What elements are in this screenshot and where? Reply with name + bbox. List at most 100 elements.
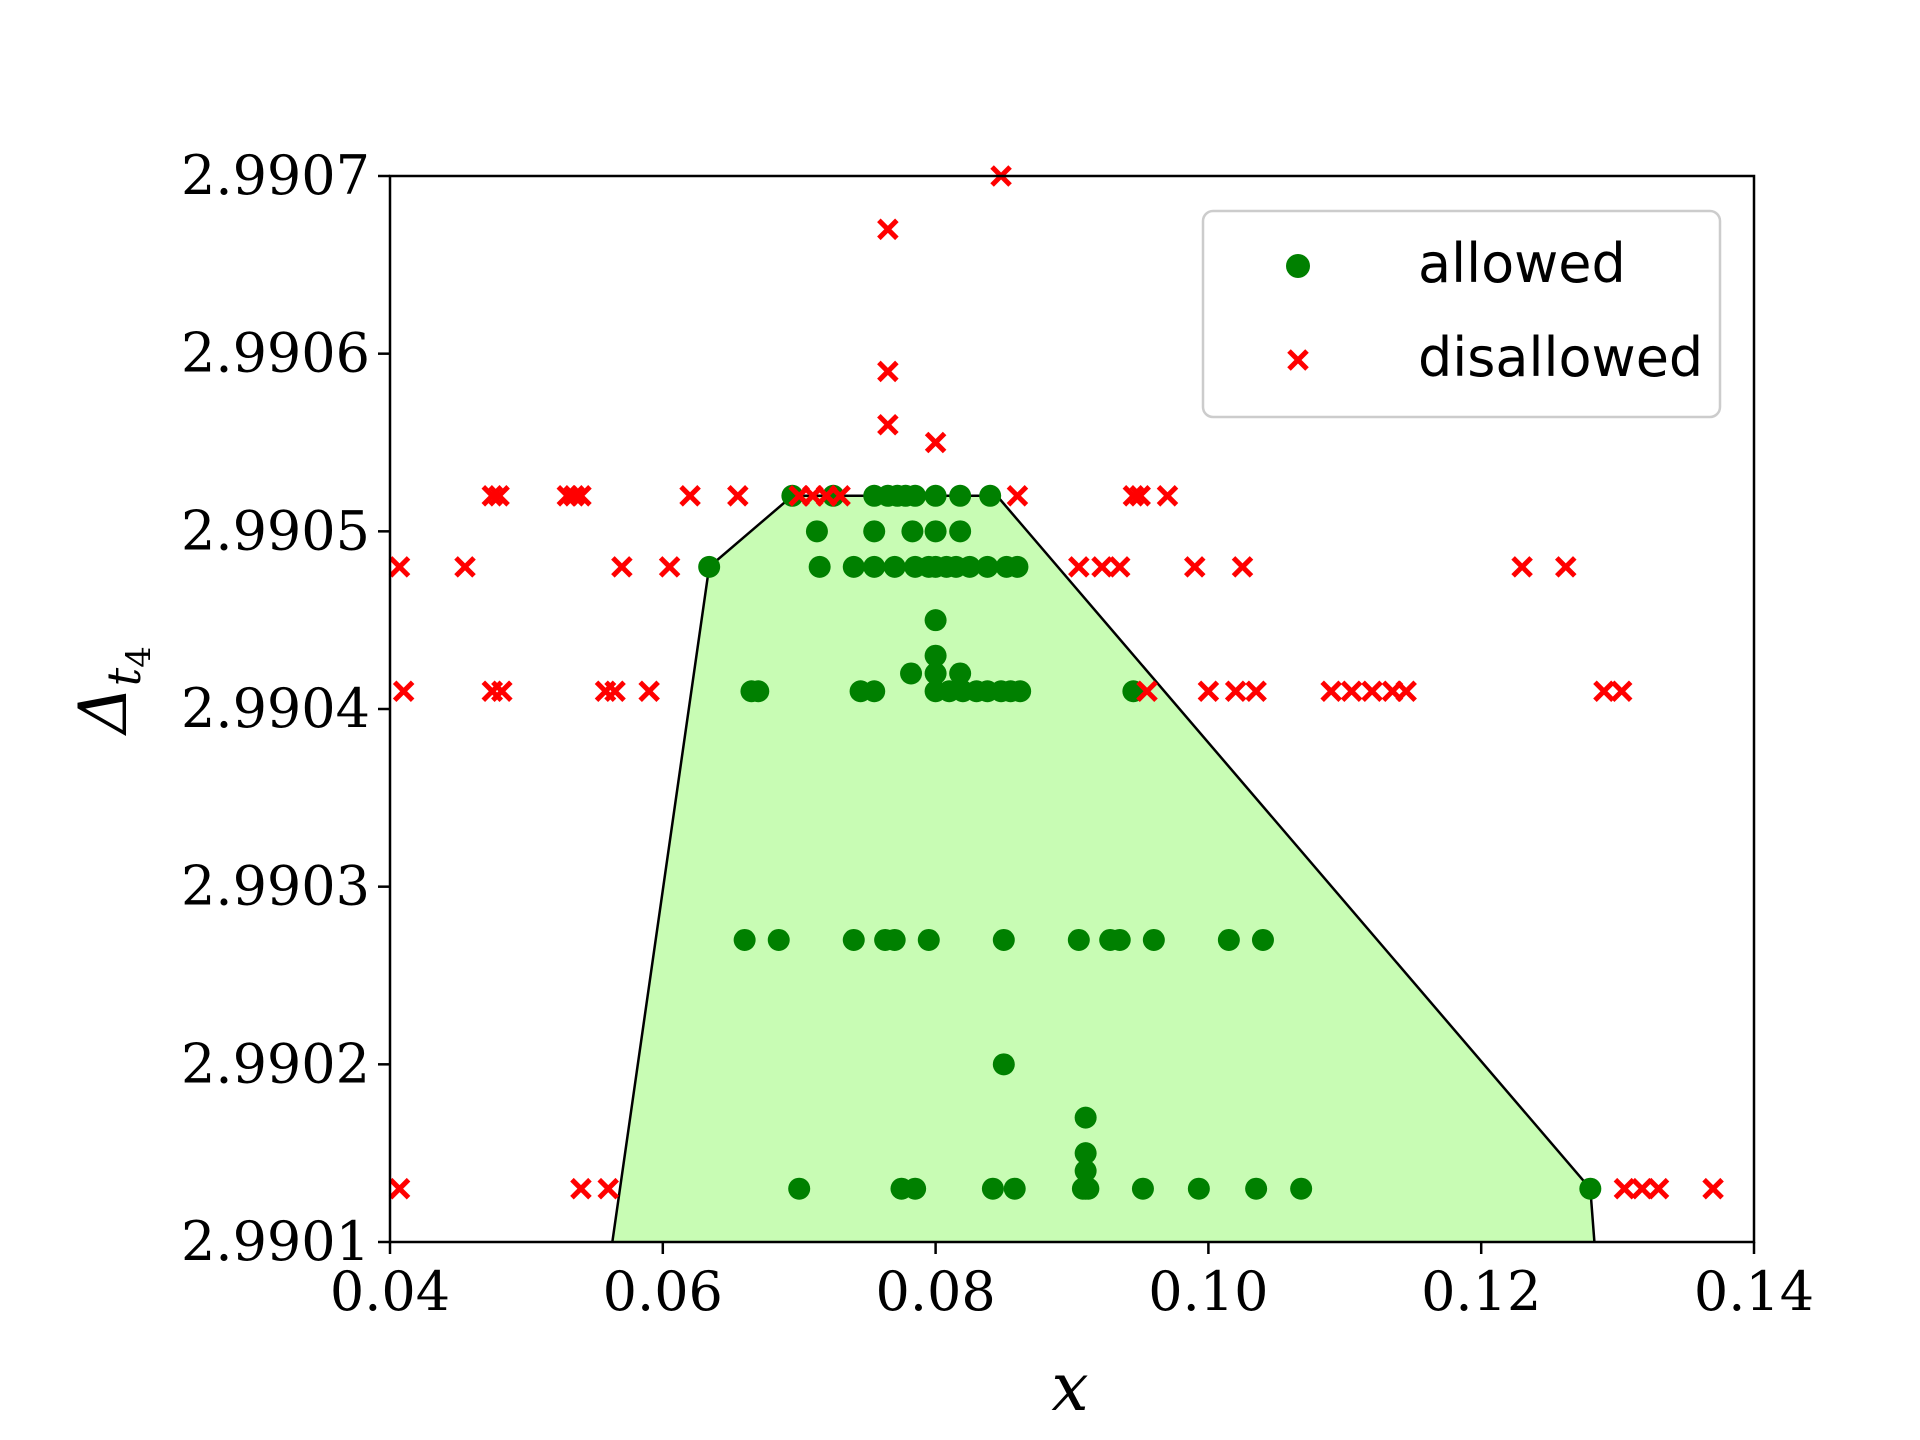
x-tick-label-2: 0.08 (875, 1260, 995, 1323)
point-disallowed-45 (1395, 680, 1417, 703)
point-disallowed-30 (1555, 556, 1577, 578)
point-allowed-49 (842, 928, 865, 951)
point-disallowed-42 (1340, 680, 1363, 703)
point-disallowed-43 (1361, 680, 1383, 703)
point-allowed-53 (992, 928, 1015, 951)
data-points (388, 165, 1724, 1200)
x-tick-label-5: 0.14 (1694, 1260, 1814, 1323)
point-allowed-8 (924, 484, 947, 507)
point-disallowed-35 (604, 680, 626, 703)
point-allowed-30 (924, 644, 947, 667)
point-allowed-16 (808, 555, 831, 578)
point-allowed-67 (904, 1177, 927, 1200)
point-disallowed-5 (481, 485, 504, 507)
point-allowed-32 (900, 662, 923, 685)
point-disallowed-4 (924, 431, 947, 454)
point-disallowed-29 (1511, 556, 1533, 578)
y-axis-label-sub: t (97, 667, 151, 686)
point-allowed-65 (788, 1177, 811, 1200)
point-allowed-59 (1251, 928, 1274, 951)
point-disallowed-37 (1136, 680, 1158, 703)
point-disallowed-52 (1631, 1177, 1653, 1200)
point-disallowed-22 (611, 556, 633, 578)
point-disallowed-33 (491, 680, 513, 703)
point-disallowed-48 (388, 1177, 411, 1200)
point-disallowed-16 (1006, 485, 1029, 507)
point-allowed-60 (992, 1053, 1015, 1076)
svg-text:Δt4: Δt4 (65, 646, 159, 737)
point-allowed-73 (1187, 1177, 1210, 1200)
point-disallowed-31 (392, 680, 415, 703)
point-allowed-28 (1006, 555, 1029, 578)
point-disallowed-26 (1108, 556, 1131, 578)
point-allowed-56 (1108, 928, 1131, 951)
point-allowed-9 (949, 484, 972, 507)
point-allowed-48 (767, 928, 790, 951)
point-disallowed-23 (658, 556, 681, 578)
point-allowed-63 (1074, 1159, 1097, 1182)
point-disallowed-46 (1593, 680, 1615, 703)
point-allowed-15 (949, 520, 972, 543)
point-disallowed-39 (1224, 680, 1247, 703)
point-allowed-76 (1579, 1177, 1602, 1200)
x-axis-ticks: 0.04 0.06 0.08 0.10 0.12 0.14 (330, 1242, 1814, 1323)
point-allowed-11 (805, 520, 828, 543)
point-allowed-72 (1131, 1177, 1154, 1200)
point-allowed-37 (863, 680, 886, 703)
point-disallowed-9 (570, 485, 592, 507)
point-allowed-61 (1074, 1106, 1097, 1129)
legend-marker-allowed (1286, 254, 1310, 278)
point-allowed-62 (1074, 1142, 1097, 1165)
y-axis-label-subsub: 4 (119, 646, 159, 668)
point-disallowed-50 (597, 1177, 620, 1200)
point-allowed-54 (1067, 928, 1090, 951)
point-disallowed-20 (388, 556, 411, 578)
point-disallowed-8 (563, 485, 585, 507)
x-axis-label: x (1051, 1349, 1088, 1426)
y-axis-label: Δt4 (65, 646, 159, 737)
point-allowed-12 (863, 520, 886, 543)
point-allowed-35 (747, 680, 770, 703)
point-allowed-0 (698, 555, 721, 578)
point-disallowed-36 (638, 680, 660, 703)
point-allowed-47 (733, 928, 756, 951)
legend: allowed disallowed (1201, 209, 1722, 419)
point-disallowed-21 (454, 556, 476, 578)
point-disallowed-53 (1647, 1177, 1670, 1200)
point-disallowed-25 (1091, 556, 1113, 578)
y-axis-ticks: 2.9901 2.9902 2.9903 2.9904 2.9905 2.9906 2.99… (181, 144, 390, 1273)
y-tick-label-1: 2.9902 (181, 1032, 370, 1095)
y-tick-label-3: 2.9904 (181, 677, 370, 740)
point-allowed-18 (863, 555, 886, 578)
point-allowed-13 (901, 520, 924, 543)
point-allowed-26 (976, 555, 999, 578)
point-allowed-58 (1217, 928, 1240, 951)
legend-marker-disallowed (1287, 349, 1309, 371)
point-allowed-68 (981, 1177, 1004, 1200)
point-disallowed-6 (488, 485, 510, 507)
point-disallowed-49 (570, 1177, 592, 1200)
point-disallowed-17 (1122, 485, 1145, 507)
y-tick-label-5: 2.9906 (181, 322, 370, 385)
point-disallowed-47 (1610, 680, 1633, 703)
point-disallowed-41 (1320, 680, 1342, 703)
point-allowed-31 (924, 662, 947, 685)
x-tick-label-1: 0.06 (603, 1260, 723, 1323)
x-tick-label-3: 0.10 (1148, 1260, 1268, 1323)
point-allowed-17 (842, 555, 865, 578)
point-disallowed-27 (1183, 556, 1206, 578)
point-allowed-29 (924, 609, 947, 632)
point-allowed-25 (958, 555, 981, 578)
point-allowed-10 (979, 484, 1002, 507)
point-disallowed-40 (1245, 680, 1267, 703)
point-disallowed-10 (679, 485, 701, 507)
y-tick-label-2: 2.9903 (181, 855, 370, 918)
point-allowed-7 (904, 484, 927, 507)
point-allowed-75 (1290, 1177, 1313, 1200)
point-disallowed-3 (877, 413, 899, 436)
point-allowed-51 (883, 928, 906, 951)
point-allowed-19 (883, 555, 906, 578)
point-disallowed-51 (1613, 1177, 1636, 1200)
point-disallowed-19 (1156, 485, 1179, 507)
